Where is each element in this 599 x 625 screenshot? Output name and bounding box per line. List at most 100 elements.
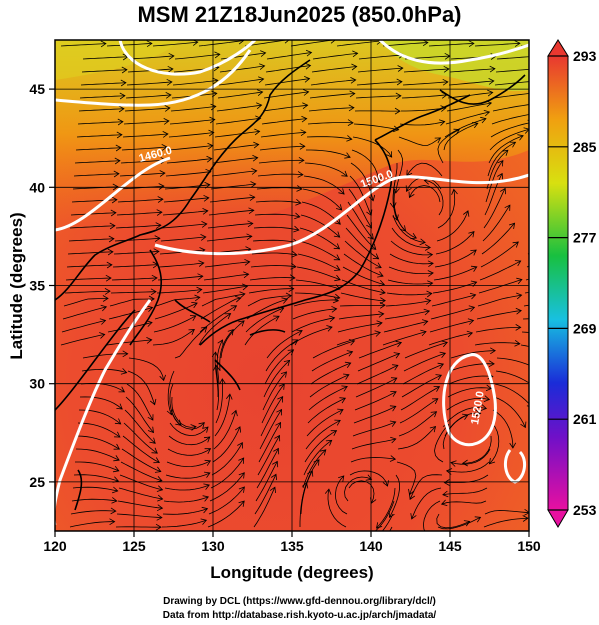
streamline-arrow (281, 297, 288, 304)
streamline-arrow (326, 325, 333, 332)
y-tick-label: 25 (29, 474, 45, 490)
x-tick-label: 130 (201, 538, 225, 554)
contour-label: 1520.0 (469, 390, 487, 425)
streamline-arrow (156, 209, 163, 216)
streamline (307, 122, 354, 125)
streamline (71, 199, 117, 203)
streamline-arrow (304, 76, 311, 83)
streamline (387, 279, 433, 285)
streamline-arrow (346, 350, 354, 357)
streamline-arrow (475, 409, 482, 417)
colorbar-top-arrow (547, 39, 569, 57)
streamline (448, 80, 494, 86)
streamline-arrow (347, 119, 354, 126)
streamline (114, 237, 160, 242)
streamline (161, 223, 207, 229)
streamline-arrow (244, 258, 251, 266)
streamline (490, 122, 529, 138)
streamline (311, 66, 357, 73)
streamline (110, 291, 157, 294)
streamline-arrow (202, 426, 209, 433)
streamline-arrow (427, 260, 434, 268)
streamline (126, 383, 154, 421)
streamline (261, 383, 285, 424)
streamline (444, 118, 487, 138)
streamline-arrow (115, 144, 122, 152)
streamline-arrow (509, 141, 517, 148)
streamline-arrow (514, 40, 521, 47)
streamline (437, 129, 460, 164)
streamline-arrow (146, 320, 153, 327)
streamline (169, 119, 215, 125)
streamline-arrow (246, 233, 253, 241)
streamline (479, 260, 521, 281)
streamline-arrow (297, 171, 304, 178)
streamline (211, 170, 257, 177)
streamline-arrow (164, 105, 171, 112)
streamline (382, 42, 428, 47)
streamline-arrow (270, 473, 277, 481)
streamline (259, 409, 282, 450)
y-tick-label: 35 (29, 278, 45, 294)
streamline (128, 55, 174, 60)
streamline-arrow (393, 352, 401, 359)
streamline-arrow (488, 360, 495, 368)
streamline (310, 362, 351, 385)
streamline-arrow (113, 170, 120, 178)
streamline (264, 78, 310, 86)
x-tick-label: 120 (43, 538, 67, 554)
streamline-arrow (116, 131, 123, 139)
streamline-arrow (166, 408, 174, 416)
streamline-arrow (338, 475, 345, 482)
streamline-arrow (377, 271, 384, 278)
streamline (213, 410, 237, 450)
streamline (253, 487, 276, 528)
streamline (265, 339, 299, 372)
streamline-arrow (433, 386, 441, 392)
streamline-arrow (339, 397, 347, 404)
footer-credit-data: Data from http://database.rish.kyoto-u.a… (162, 610, 437, 621)
streamline (312, 52, 358, 60)
streamline-arrow (443, 479, 450, 486)
streamline-arrow (569, 518, 575, 524)
streamline-arrow (203, 483, 210, 490)
streamline (167, 448, 211, 456)
streamline (422, 500, 441, 531)
streamline (247, 295, 292, 307)
streamline (530, 520, 575, 527)
streamline-arrow (157, 494, 164, 502)
streamline (493, 93, 529, 99)
streamline-arrow (111, 486, 119, 494)
streamline-arrow (248, 207, 255, 215)
streamline-arrow (110, 209, 117, 217)
streamline (312, 340, 355, 359)
streamline (397, 426, 436, 450)
streamline (125, 396, 154, 433)
streamline-arrow (294, 212, 301, 220)
streamline (69, 225, 115, 229)
streamline-arrow (206, 155, 213, 163)
streamline (60, 43, 106, 47)
streamline-arrow (497, 159, 504, 167)
streamline (311, 351, 353, 372)
streamline (71, 498, 117, 502)
streamline-arrow (451, 188, 458, 195)
streamline (249, 277, 295, 281)
streamline (295, 279, 341, 290)
streamline-arrow (409, 493, 416, 501)
x-tick-label: 135 (280, 538, 304, 554)
streamline (474, 42, 520, 47)
streamline-arrow (191, 302, 198, 309)
streamline (264, 349, 294, 385)
streamline-arrow (201, 221, 208, 228)
streamline-arrow (238, 457, 245, 464)
streamline-arrow (374, 330, 381, 337)
streamline-arrow (334, 264, 341, 271)
streamline-arrow (390, 391, 397, 397)
streamline (384, 310, 430, 320)
streamline (403, 352, 446, 372)
streamline (115, 224, 161, 229)
streamline (474, 342, 520, 346)
streamline-arrow (420, 329, 427, 337)
streamline (340, 292, 386, 301)
